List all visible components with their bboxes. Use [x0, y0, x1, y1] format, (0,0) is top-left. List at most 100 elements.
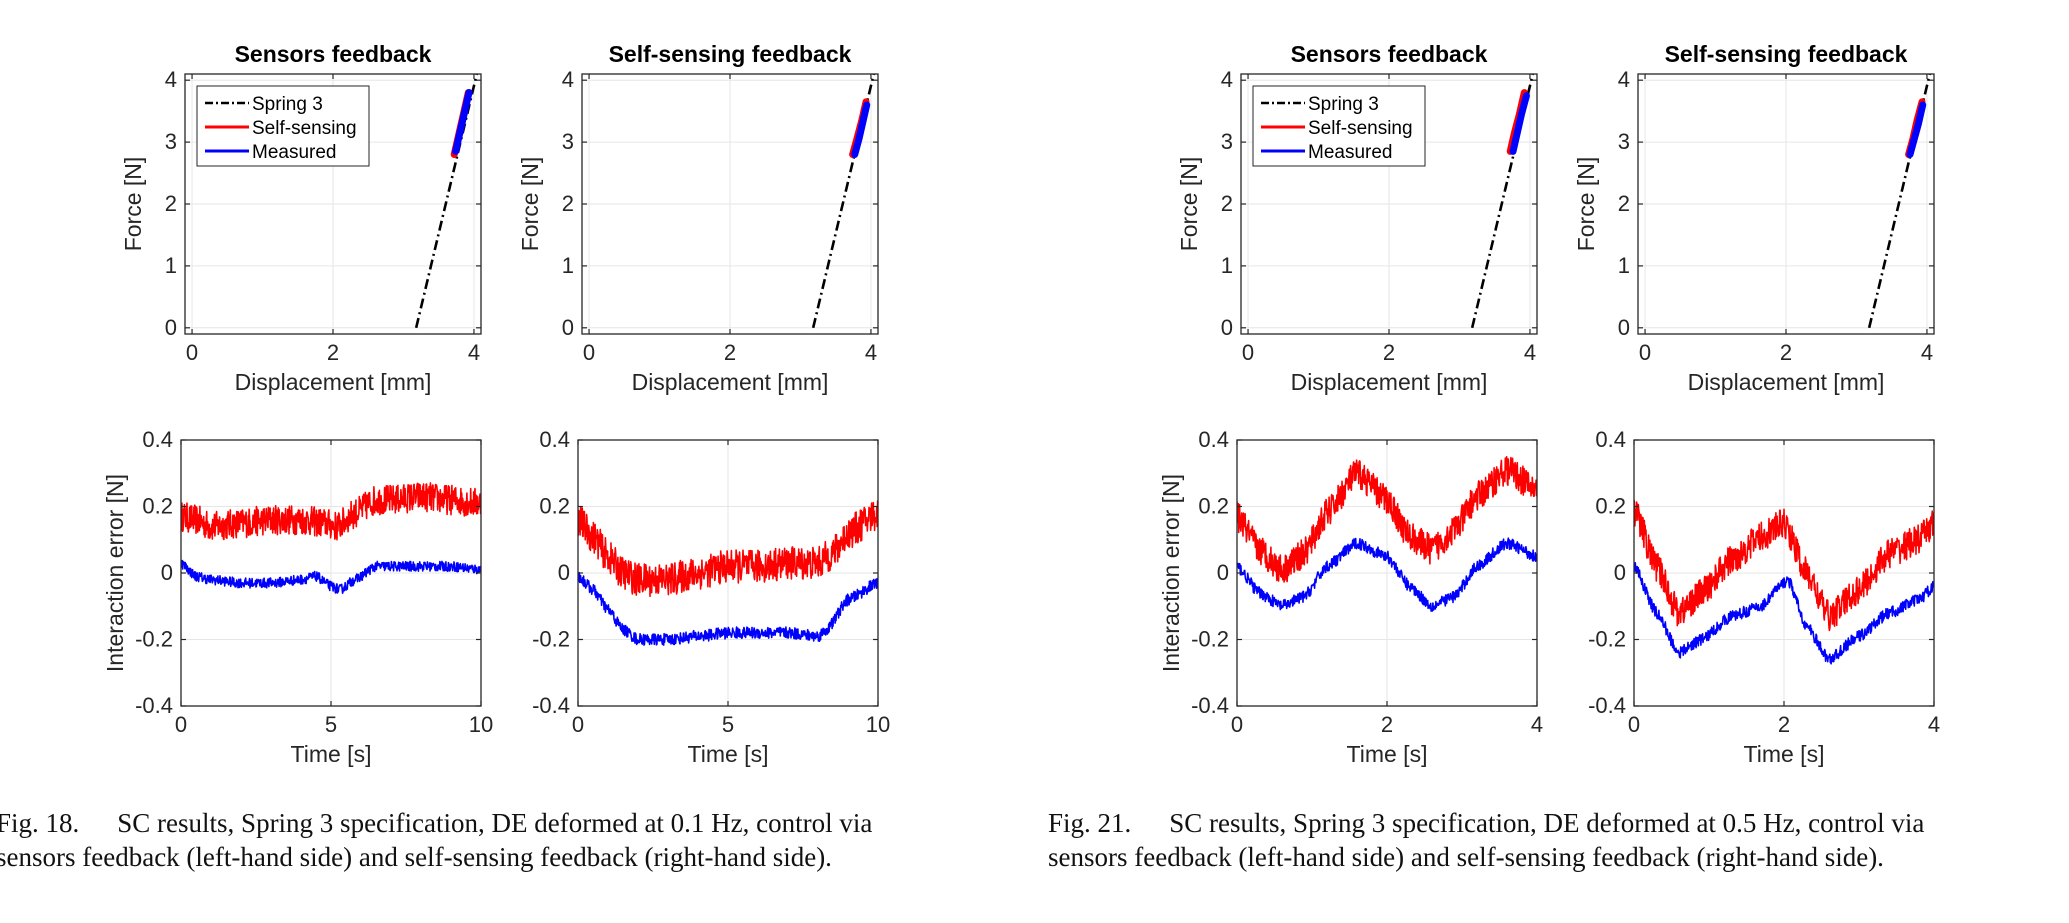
- series-measured: [1634, 562, 1934, 665]
- series-spring-3: [811, 74, 876, 329]
- y-tick-label: 0: [1614, 560, 1626, 585]
- series-self-sensing: [1237, 456, 1537, 583]
- y-tick-label: 0: [165, 315, 177, 340]
- x-tick-label: 2: [1780, 340, 1792, 365]
- x-axis-label: Time [s]: [1347, 741, 1428, 767]
- y-tick-label: 0.4: [1198, 427, 1229, 452]
- series-group: [1867, 74, 1932, 329]
- chart-fig18-error-self: 0 5 10 -0.4 -0.2 0 0.2 0.4 Time [s]: [532, 427, 890, 767]
- y-axis-label: Force [N]: [1573, 157, 1599, 252]
- y-tick-label: 3: [562, 129, 574, 154]
- y-tick-label: 0.2: [142, 494, 173, 519]
- x-axis-label: Time [s]: [688, 741, 769, 767]
- series-measured: [452, 89, 473, 155]
- series-measured: [851, 101, 871, 158]
- caption-fig21-line2: sensors feedback (left-hand side) and se…: [1048, 842, 1884, 872]
- y-axis-label: Force [N]: [517, 157, 543, 252]
- y-tick-label: -0.2: [532, 627, 570, 652]
- series-spring-3: [1470, 74, 1535, 329]
- y-axis-label: Force [N]: [1176, 157, 1202, 252]
- y-tick-label: 0: [161, 560, 173, 585]
- legend-label: Measured: [252, 142, 337, 163]
- y-tick-label: 0.4: [1595, 427, 1626, 452]
- y-tick-label: -0.2: [135, 627, 173, 652]
- series-group: [578, 500, 878, 646]
- x-tick-label: 4: [1921, 340, 1933, 365]
- caption-fig21: Fig. 21. SC results, Spring 3 specificati…: [1048, 806, 1924, 874]
- y-tick-label: 0: [1217, 560, 1229, 585]
- y-tick-label: -0.2: [1191, 627, 1229, 652]
- x-axis-label: Displacement [mm]: [235, 369, 432, 395]
- x-tick-label: 0: [175, 712, 187, 737]
- y-tick-label: 2: [562, 191, 574, 216]
- series-group: [811, 74, 876, 329]
- caption-fig18-line2: sensors feedback (left-hand side) and se…: [0, 842, 832, 872]
- y-tick-label: 3: [1618, 129, 1630, 154]
- caption-fig21-line1: SC results, Spring 3 specification, DE d…: [1169, 808, 1925, 838]
- y-tick-label: 0.4: [142, 427, 173, 452]
- x-tick-label: 0: [572, 712, 584, 737]
- series-group: [1237, 456, 1537, 612]
- y-tick-label: 0: [558, 560, 570, 585]
- series-measured: [181, 559, 481, 594]
- caption-fig18-line1: SC results, Spring 3 specification, DE d…: [117, 808, 873, 838]
- y-tick-label: -0.4: [135, 693, 173, 718]
- chart-fig21-force-self: 0 2 4 0 1 2 3 4 Self-sensing feedback Displacemen…: [1573, 41, 1935, 395]
- series-spring-3: [414, 74, 479, 329]
- y-tick-label: 0: [562, 315, 574, 340]
- chart-fig18-force-self: 0 2 4 0 1 2 3 4 Self-sensing feedback Displacemen…: [517, 41, 879, 395]
- series-measured: [578, 571, 878, 646]
- x-tick-label: 0: [1628, 712, 1640, 737]
- y-tick-label: 4: [165, 67, 177, 92]
- series-measured: [1509, 92, 1530, 155]
- y-tick-label: -0.2: [1588, 627, 1626, 652]
- series-self-sensing: [1634, 499, 1934, 632]
- y-tick-label: 4: [562, 67, 574, 92]
- y-axis-label: Interaction error [N]: [102, 474, 128, 672]
- legend-label: Self-sensing: [1308, 118, 1413, 139]
- chart-fig21-error-self: 0 2 4 -0.4 -0.2 0 0.2 0.4 Time [s]: [1588, 427, 1940, 767]
- series-group: [414, 74, 479, 329]
- legend-label: Measured: [1308, 142, 1393, 163]
- y-tick-label: 4: [1221, 67, 1233, 92]
- x-tick-label: 0: [1231, 712, 1243, 737]
- y-tick-label: 2: [1221, 191, 1233, 216]
- y-tick-label: 0.2: [539, 494, 570, 519]
- series-group: [181, 482, 481, 594]
- y-axis-label: Interaction error [N]: [1158, 474, 1184, 672]
- x-tick-label: 5: [325, 712, 337, 737]
- legend: Spring 3 Self-sensing Measured: [196, 85, 370, 167]
- y-tick-label: 0: [1618, 315, 1630, 340]
- x-tick-label: 2: [327, 340, 339, 365]
- series-spring-3: [1867, 74, 1932, 329]
- x-tick-label: 4: [1524, 340, 1536, 365]
- y-axis-label: Force [N]: [120, 157, 146, 252]
- chart-title: Self-sensing feedback: [609, 41, 852, 67]
- chart-title: Self-sensing feedback: [1665, 41, 1908, 67]
- x-tick-label: 2: [1381, 712, 1393, 737]
- series-self-sensing: [578, 500, 878, 597]
- y-tick-label: 2: [165, 191, 177, 216]
- legend-label: Spring 3: [1308, 94, 1379, 115]
- y-tick-label: -0.4: [532, 693, 570, 718]
- legend-label: Self-sensing: [252, 118, 357, 139]
- x-tick-label: 4: [1928, 712, 1940, 737]
- y-tick-label: 1: [165, 253, 177, 278]
- caption-fig18-label: Fig. 18.: [0, 808, 80, 838]
- x-tick-label: 10: [469, 712, 493, 737]
- series-group: [1634, 499, 1934, 665]
- y-tick-label: -0.4: [1588, 693, 1626, 718]
- x-tick-label: 0: [1639, 340, 1651, 365]
- y-tick-label: 1: [562, 253, 574, 278]
- legend-label: Spring 3: [252, 94, 323, 115]
- x-tick-label: 10: [866, 712, 890, 737]
- caption-fig18: Fig. 18. SC results, Spring 3 specificati…: [0, 806, 872, 874]
- series-self-sensing: [181, 482, 481, 541]
- y-tick-label: 1: [1618, 253, 1630, 278]
- chart-title: Sensors feedback: [235, 41, 432, 67]
- chart-fig21-error-sensors: 0 2 4 -0.4 -0.2 0 0.2 0.4 Time [s] Interaction er…: [1158, 427, 1543, 767]
- y-tick-label: 3: [165, 129, 177, 154]
- x-tick-label: 0: [186, 340, 198, 365]
- x-tick-label: 2: [1778, 712, 1790, 737]
